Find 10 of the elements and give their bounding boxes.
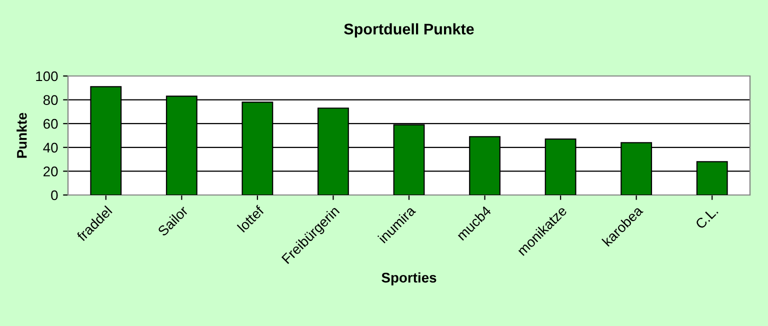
y-tick-label: 80 <box>43 95 58 105</box>
chart-title: Sportduell Punkte <box>344 23 474 38</box>
x-axis-title: Sporties <box>382 272 436 286</box>
y-tick-label: 20 <box>44 166 58 176</box>
y-tick-label: 0 <box>51 190 58 200</box>
y-tick-label: 40 <box>43 142 58 153</box>
y-tick-label: 60 <box>44 118 58 129</box>
y-axis-title: Punkte <box>16 112 27 158</box>
x-tick-label: C.L. <box>694 206 718 230</box>
y-tick-label: 100 <box>36 71 58 82</box>
